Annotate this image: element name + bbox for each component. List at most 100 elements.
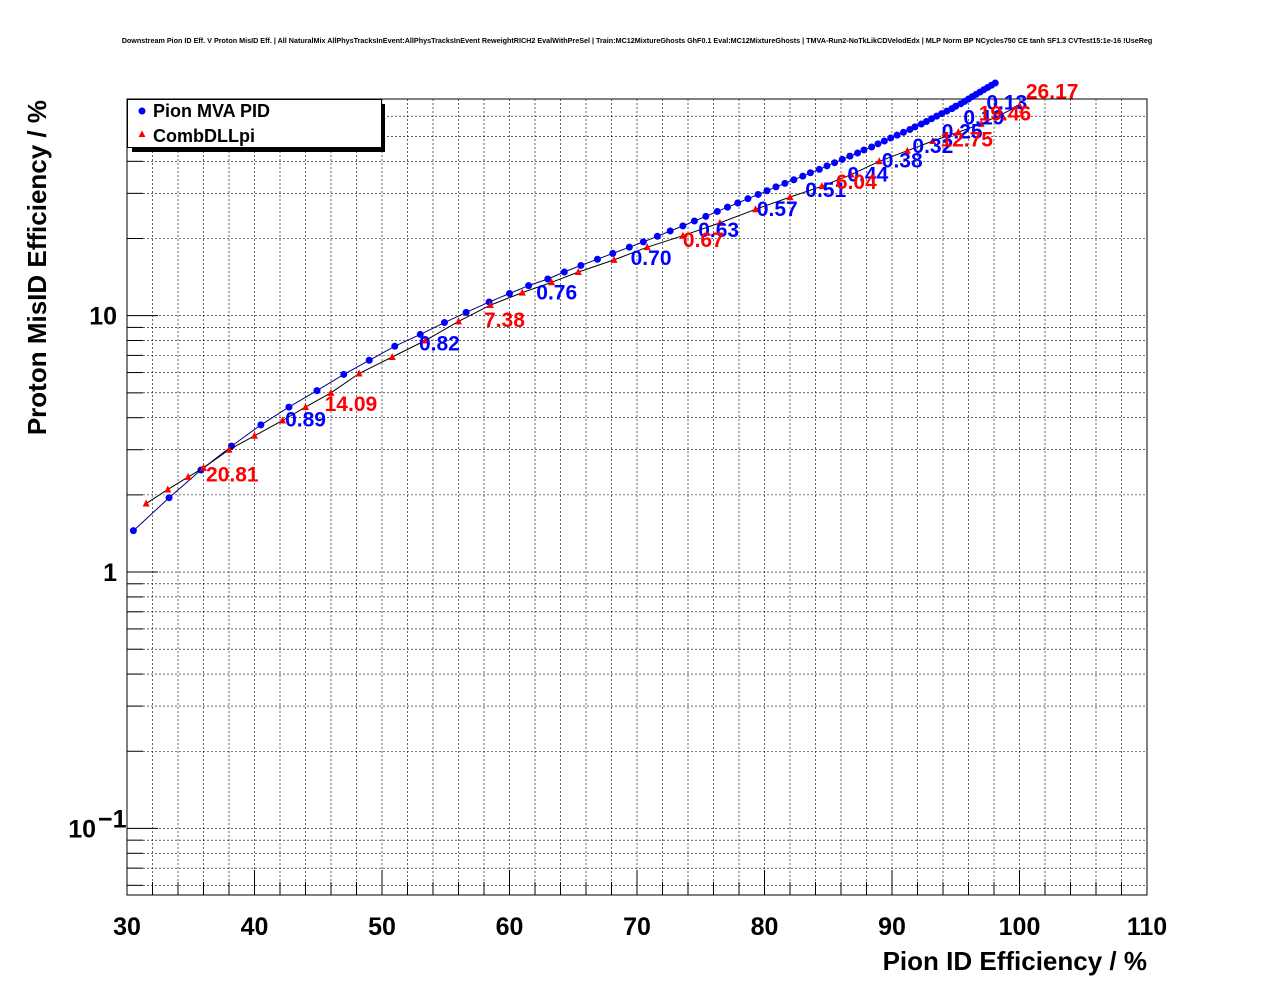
grid [127, 98, 1147, 895]
data-label: 0.38 [882, 149, 923, 172]
data-point-pion-mva [129, 527, 137, 535]
data-point-combdllpi [164, 485, 172, 493]
data-point-combdllpi [752, 205, 760, 213]
data-point-pion-mva [666, 227, 674, 235]
data-label: 12.75 [940, 128, 993, 151]
data-point-pion-mva [257, 421, 265, 429]
data-label: 26.17 [1026, 81, 1079, 104]
x-tick-label: 30 [113, 913, 141, 941]
data-point-pion-mva [506, 290, 513, 298]
data-label: 0.63 [698, 219, 739, 242]
data-label: 0.70 [631, 247, 672, 270]
data-point-pion-mva [893, 131, 901, 139]
x-tick-label: 70 [623, 913, 651, 941]
chart-title: Downstream Pion ID Eff. V Proton MisID E… [122, 36, 1153, 45]
data-point-pion-mva [734, 199, 742, 207]
data-label: 0.32 [912, 135, 953, 158]
data-point-pion-mva [525, 282, 533, 290]
y-axis-title: Proton MisID Efficiency / % [22, 100, 52, 435]
data-point-pion-mva [462, 308, 470, 316]
data-point-combdllpi [903, 146, 911, 154]
data-point-combdllpi [200, 463, 207, 471]
x-tick-label: 100 [999, 913, 1041, 941]
data-point-combdllpi [786, 193, 794, 201]
data-point-combdllpi [421, 336, 429, 344]
data-point-combdllpi [455, 317, 462, 325]
y-tick-label: 10 [68, 815, 96, 843]
data-label: 0.25 [942, 120, 983, 143]
data-point-pion-mva [577, 261, 585, 269]
data-label: 0.89 [285, 408, 326, 431]
data-point-pion-mva [639, 238, 647, 246]
data-point-combdllpi [518, 288, 526, 296]
data-point-pion-mva [625, 243, 633, 251]
data-point-pion-mva [838, 155, 846, 163]
data-point-combdllpi [679, 231, 687, 239]
data-point-pion-mva [911, 123, 919, 131]
data-point-pion-mva [831, 159, 839, 167]
data-point-combdllpi [548, 278, 556, 286]
data-point-combdllpi [929, 137, 937, 145]
data-point-combdllpi [302, 403, 309, 411]
data-point-combdllpi [847, 170, 855, 178]
data-label: 0.13 [986, 91, 1027, 114]
legend-marker-pion-mva [138, 107, 146, 115]
x-tick-label: 80 [751, 913, 779, 941]
data-point-pion-mva [880, 137, 888, 145]
data-label: 0.19 [963, 107, 1004, 130]
data-point-pion-mva [544, 275, 552, 283]
data-point-combdllpi [225, 445, 233, 453]
data-point-combdllpi [1016, 101, 1023, 109]
legend-label-pion-mva: Pion MVA PID [153, 101, 270, 121]
data-point-combdllpi [279, 416, 287, 424]
data-label: 0.67 [683, 229, 724, 252]
data-label: 7.38 [484, 309, 525, 332]
data-point-combdllpi [875, 157, 883, 165]
legend-marker-combdllpi [138, 130, 146, 137]
data-point-combdllpi [643, 243, 651, 251]
data-point-pion-mva [340, 370, 348, 378]
data-point-pion-mva [763, 187, 771, 195]
data-point-pion-mva [790, 176, 798, 184]
data-label: 0.76 [536, 282, 577, 305]
data-point-pion-mva [560, 268, 568, 276]
x-tick-label: 90 [878, 913, 906, 941]
legend: Pion MVA PID CombDLLpi [127, 99, 385, 152]
data-label: 0.57 [757, 198, 798, 221]
data-point-combdllpi [355, 369, 363, 377]
data-point-combdllpi [388, 352, 396, 360]
data-point-combdllpi [142, 499, 150, 507]
data-point-pion-mva [799, 172, 807, 180]
data-point-pion-mva [285, 403, 293, 411]
data-point-pion-mva [744, 195, 752, 203]
x-tick-label: 40 [241, 913, 269, 941]
data-point-combdllpi [486, 301, 494, 309]
data-point-combdllpi [610, 255, 618, 263]
data-point-combdllpi [251, 431, 258, 439]
data-point-combdllpi [184, 472, 192, 480]
data-point-pion-mva [772, 183, 780, 191]
data-point-pion-mva [754, 190, 762, 198]
data-point-pion-mva [679, 222, 687, 230]
data-point-combdllpi [954, 128, 962, 136]
legend-label-combdllpi: CombDLLpi [153, 126, 255, 146]
data-point-pion-mva [391, 342, 399, 350]
data-label: 20.81 [206, 464, 259, 487]
data-point-pion-mva [165, 494, 173, 502]
y-tick-label: 10 [89, 303, 117, 331]
data-point-combdllpi [977, 119, 985, 127]
data-point-pion-mva [609, 249, 617, 257]
data-label: 0.51 [805, 179, 846, 202]
data-point-pion-mva [854, 149, 862, 157]
x-axis: 30 40 50 60 70 80 90 100 110 [113, 870, 1167, 941]
data-point-pion-mva [887, 134, 895, 142]
data-point-pion-mva [860, 146, 868, 154]
data-point-combdllpi [574, 268, 582, 276]
data-point-pion-mva [823, 162, 831, 170]
y-tick-label: 1 [103, 559, 117, 587]
data-label: 6.04 [836, 171, 877, 194]
annotations: 0.89 0.82 0.76 0.70 0.63 0.57 0.510.440.380.32… [206, 81, 1078, 487]
data-point-pion-mva [868, 143, 876, 151]
data-point-pion-mva [690, 217, 698, 225]
